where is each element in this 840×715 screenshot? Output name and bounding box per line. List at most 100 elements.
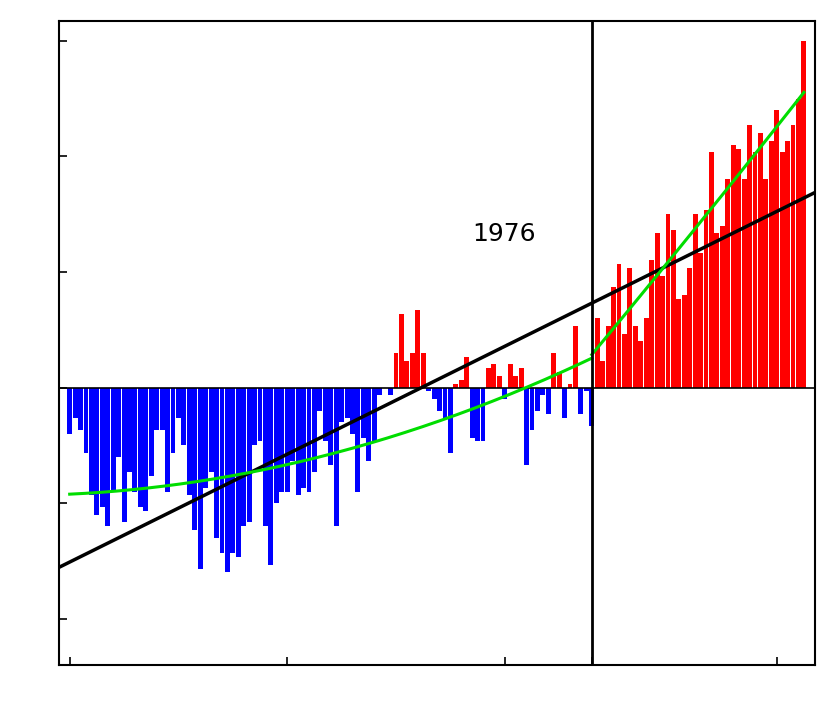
Bar <box>562 388 567 418</box>
Bar <box>731 144 736 388</box>
Bar <box>595 318 600 388</box>
Bar <box>769 141 774 388</box>
Bar <box>197 388 202 568</box>
Bar <box>796 99 801 388</box>
Bar <box>568 384 573 388</box>
Bar <box>638 341 643 388</box>
Bar <box>470 388 475 438</box>
Bar <box>230 388 235 553</box>
Bar <box>665 214 670 388</box>
Bar <box>540 388 545 395</box>
Bar <box>579 388 583 415</box>
Bar <box>671 230 676 388</box>
Bar <box>133 388 138 491</box>
Bar <box>355 388 360 491</box>
Bar <box>165 388 170 491</box>
Bar <box>100 388 105 507</box>
Bar <box>649 260 654 388</box>
Bar <box>208 388 213 473</box>
Bar <box>465 357 470 388</box>
Bar <box>263 388 268 526</box>
Bar <box>111 388 116 491</box>
Bar <box>144 388 149 511</box>
Bar <box>758 133 763 388</box>
Bar <box>459 380 464 388</box>
Bar <box>323 388 328 441</box>
Bar <box>176 388 181 418</box>
Bar <box>742 179 747 388</box>
Bar <box>78 388 83 430</box>
Bar <box>186 388 192 495</box>
Bar <box>709 152 714 388</box>
Bar <box>535 388 540 410</box>
Bar <box>704 210 708 388</box>
Bar <box>676 299 681 388</box>
Bar <box>518 368 523 388</box>
Bar <box>138 388 143 507</box>
Bar <box>643 318 648 388</box>
Bar <box>725 179 730 388</box>
Text: 1976: 1976 <box>472 222 536 246</box>
Bar <box>372 388 376 441</box>
Bar <box>507 365 512 388</box>
Bar <box>584 388 589 391</box>
Bar <box>225 388 230 573</box>
Bar <box>612 287 616 388</box>
Bar <box>660 276 665 388</box>
Bar <box>83 388 88 453</box>
Bar <box>633 326 638 388</box>
Bar <box>454 384 459 388</box>
Bar <box>715 233 719 388</box>
Bar <box>687 268 692 388</box>
Bar <box>790 126 795 388</box>
Bar <box>774 110 780 388</box>
Bar <box>693 214 697 388</box>
Bar <box>181 388 186 445</box>
Bar <box>280 388 284 491</box>
Bar <box>720 226 725 388</box>
Bar <box>399 315 404 388</box>
Bar <box>236 388 241 557</box>
Bar <box>339 388 344 422</box>
Bar <box>241 388 246 526</box>
Bar <box>301 388 306 488</box>
Bar <box>122 388 127 523</box>
Bar <box>622 334 627 388</box>
Bar <box>502 388 507 399</box>
Bar <box>617 265 622 388</box>
Bar <box>410 352 415 388</box>
Bar <box>551 352 556 388</box>
Bar <box>654 233 659 388</box>
Bar <box>94 388 99 515</box>
Bar <box>366 388 371 460</box>
Bar <box>698 252 703 388</box>
Bar <box>247 388 252 523</box>
Bar <box>394 352 398 388</box>
Bar <box>475 388 480 441</box>
Bar <box>291 388 295 460</box>
Bar <box>491 365 496 388</box>
Bar <box>426 388 431 391</box>
Bar <box>421 352 426 388</box>
Bar <box>590 388 594 426</box>
Bar <box>105 388 110 526</box>
Bar <box>192 388 197 530</box>
Bar <box>203 388 208 488</box>
Bar <box>89 388 94 495</box>
Bar <box>747 126 752 388</box>
Bar <box>557 372 562 388</box>
Bar <box>296 388 301 495</box>
Bar <box>736 149 741 388</box>
Bar <box>73 388 77 418</box>
Bar <box>318 388 323 410</box>
Bar <box>780 152 785 388</box>
Bar <box>448 388 453 453</box>
Bar <box>285 388 290 491</box>
Bar <box>601 360 605 388</box>
Bar <box>606 326 611 388</box>
Bar <box>486 368 491 388</box>
Bar <box>497 376 501 388</box>
Bar <box>377 388 382 395</box>
Bar <box>214 388 219 538</box>
Bar <box>529 388 534 430</box>
